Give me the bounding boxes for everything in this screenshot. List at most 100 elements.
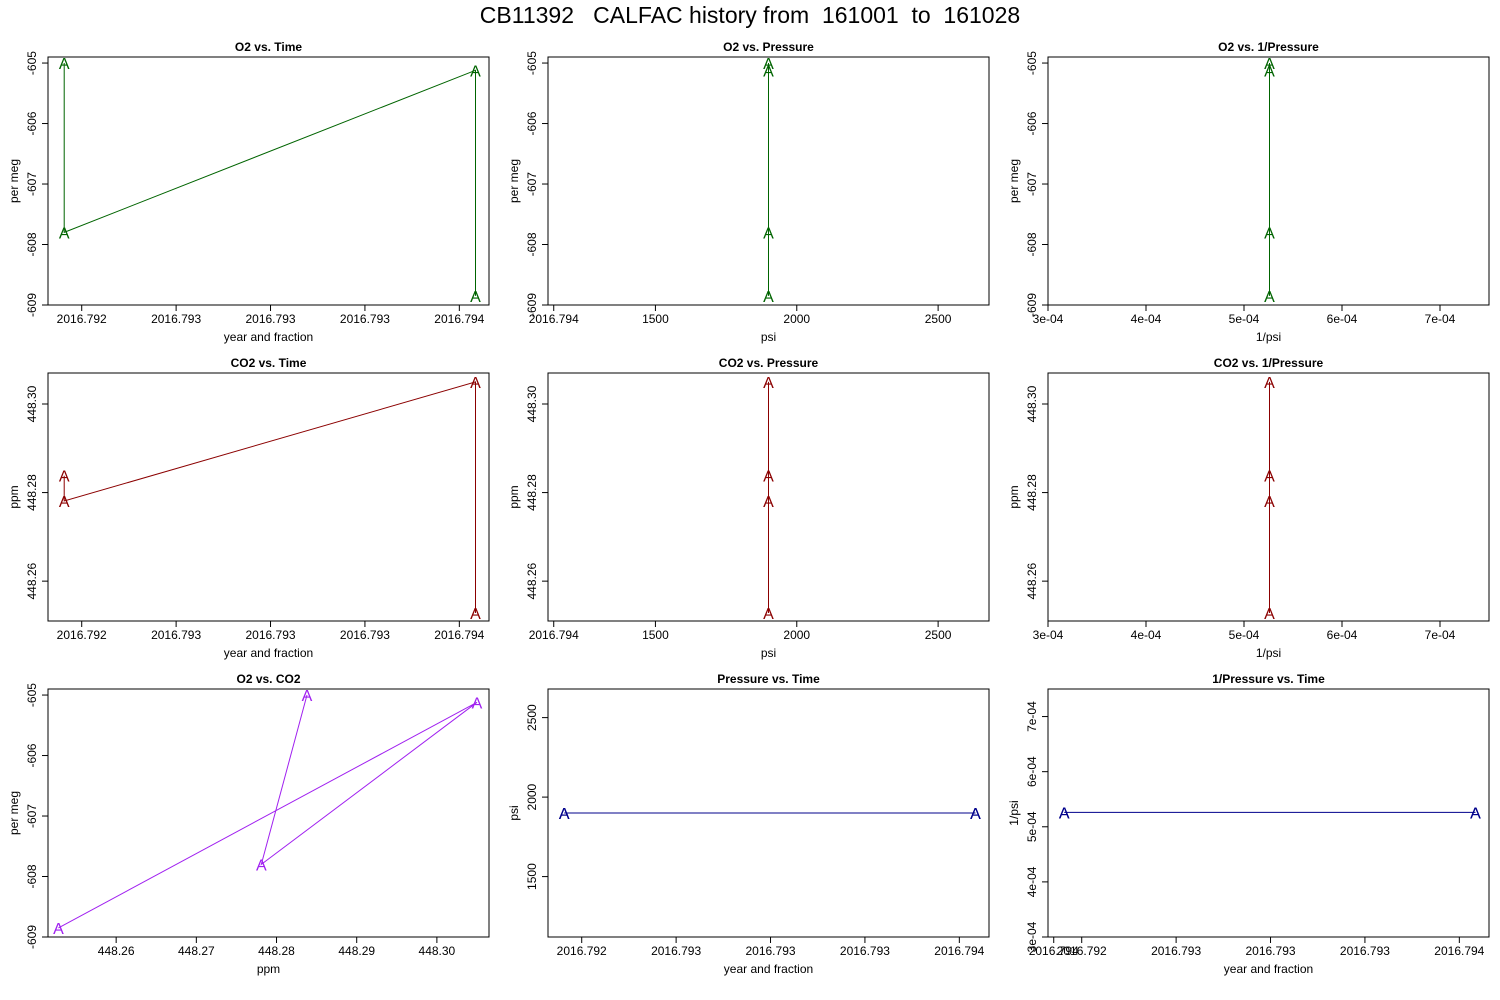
y-tick-label: 448.26 [525,562,539,599]
x-tick-label: 448.28 [258,944,295,958]
y-tick-label: 2500 [525,704,539,731]
plot-title: O2 vs. Pressure [723,40,814,54]
x-tick-label: 6e-04 [1327,312,1358,326]
plot-title: CO2 vs. Time [231,356,307,370]
x-tick-label: 2016.793 [1245,944,1295,958]
plot-panel: CO2 vs. 1/Pressure 3e-04 4e-04 5e-04 6e-04 7e… [1007,356,1490,660]
data-point: A [763,375,774,392]
y-tick-label: -606 [25,743,39,767]
x-tick-label: 2016.793 [1340,944,1390,958]
data-point: A [970,806,981,823]
plot-title: O2 vs. Time [235,40,302,54]
x-tick-label: 2016.793 [840,944,890,958]
y-tick-label: -607 [1025,172,1039,196]
data-point: A [59,225,70,242]
x-tick-label: 4e-04 [1131,312,1162,326]
y-tick-label: -606 [1025,111,1039,135]
plot-frame [547,372,990,622]
x-tick-label: 5e-04 [1229,628,1260,642]
data-point: A [470,289,481,306]
series-line [63,63,476,296]
y-tick-label: 1500 [525,863,539,890]
plot-frame [547,688,990,938]
data-point: A [970,806,981,823]
plot-panel: Pressure vs. Time 2016.792 2016.793 2016.79… [507,672,1079,976]
y-axis-label: ppm [7,485,21,508]
x-axis-label: psi [761,330,776,344]
data-point: A [1470,805,1481,822]
x-tick-label: 2016.793 [745,944,795,958]
plot-frame [547,56,990,306]
data-point: A [470,375,481,392]
y-tick-label: -607 [25,172,39,196]
x-tick-label: 6e-04 [1327,628,1358,642]
x-axis-label: year and fraction [224,646,313,660]
y-tick-label: -608 [525,232,539,256]
x-axis-label: year and fraction [224,330,313,344]
x-tick-label: 2016.794 [1434,944,1484,958]
x-tick-label: 2016.793 [245,312,295,326]
y-tick-label: -606 [25,111,39,135]
plot-title: 1/Pressure vs. Time [1212,672,1325,686]
data-point: A [59,469,70,486]
y-tick-label: 448.30 [1025,385,1039,422]
x-tick-label: 2016.793 [245,628,295,642]
series-line [58,694,478,929]
plot-title: CO2 vs. 1/Pressure [1214,356,1324,370]
x-axis-label: psi [761,646,776,660]
data-point: A [1264,63,1275,80]
x-tick-label: 2016.793 [151,312,201,326]
x-axis-label: 1/psi [1256,330,1281,344]
plot-title: Pressure vs. Time [717,672,820,686]
x-tick-label: 2016.793 [151,628,201,642]
y-tick-label: -605 [25,683,39,707]
plot-panel: O2 vs. Time 2016.792 2016.793 2016.793 2016.… [7,40,579,344]
data-point: A [470,606,481,623]
x-tick-label: 2016.793 [340,312,390,326]
x-axis-label: year and fraction [1224,962,1313,976]
plot-panel: CO2 vs. Pressure 1500 2000 2500 448.26 448.28… [507,356,990,660]
x-tick-label: 2016.793 [651,944,701,958]
plot-frame [1047,688,1490,938]
plot-frame [1047,56,1490,306]
y-tick-label: 448.28 [25,474,39,511]
data-point: A [763,225,774,242]
plot-frame [47,56,490,306]
x-tick-label: 2016.794 [529,312,579,326]
y-tick-label: -609 [25,293,39,317]
y-tick-label: -605 [25,51,39,75]
data-point: A [763,56,774,73]
y-tick-label: 7e-04 [1025,701,1039,732]
data-point: A [559,806,570,823]
x-axis-label: year and fraction [724,962,813,976]
y-tick-label: 448.26 [1025,562,1039,599]
data-point: A [1264,225,1275,242]
x-tick-label: 2016.792 [557,944,607,958]
x-tick-label: 2500 [925,628,952,642]
plot-frame [1047,372,1490,622]
plot-panel: CO2 vs. Time 2016.792 2016.793 2016.793 2016… [7,356,579,660]
y-axis-label: psi [507,805,521,820]
data-point: A [763,63,774,80]
x-tick-label: 448.30 [419,944,456,958]
y-tick-label: -608 [25,864,39,888]
y-tick-label: 6e-04 [1025,756,1039,787]
x-tick-label: 2016.793 [340,628,390,642]
y-axis-label: ppm [1007,485,1021,508]
y-tick-label: 4e-04 [1025,866,1039,897]
plot-title: O2 vs. CO2 [236,672,300,686]
data-point: A [472,695,483,712]
data-point: A [1264,469,1275,486]
y-tick-label: -609 [25,925,39,949]
y-tick-label: 448.28 [1025,474,1039,511]
y-tick-label: -606 [525,111,539,135]
y-tick-label: 5e-04 [1025,811,1039,842]
data-point: A [559,806,570,823]
page-title: CB11392 CALFAC history from 161001 to 16… [479,2,1021,28]
y-axis-label: ppm [507,485,521,508]
y-tick-label: 2000 [525,783,539,810]
data-point: A [1264,375,1275,392]
x-tick-label: 2016.792 [57,628,107,642]
x-tick-label: 2500 [925,312,952,326]
x-tick-label: 2016.794 [434,628,484,642]
